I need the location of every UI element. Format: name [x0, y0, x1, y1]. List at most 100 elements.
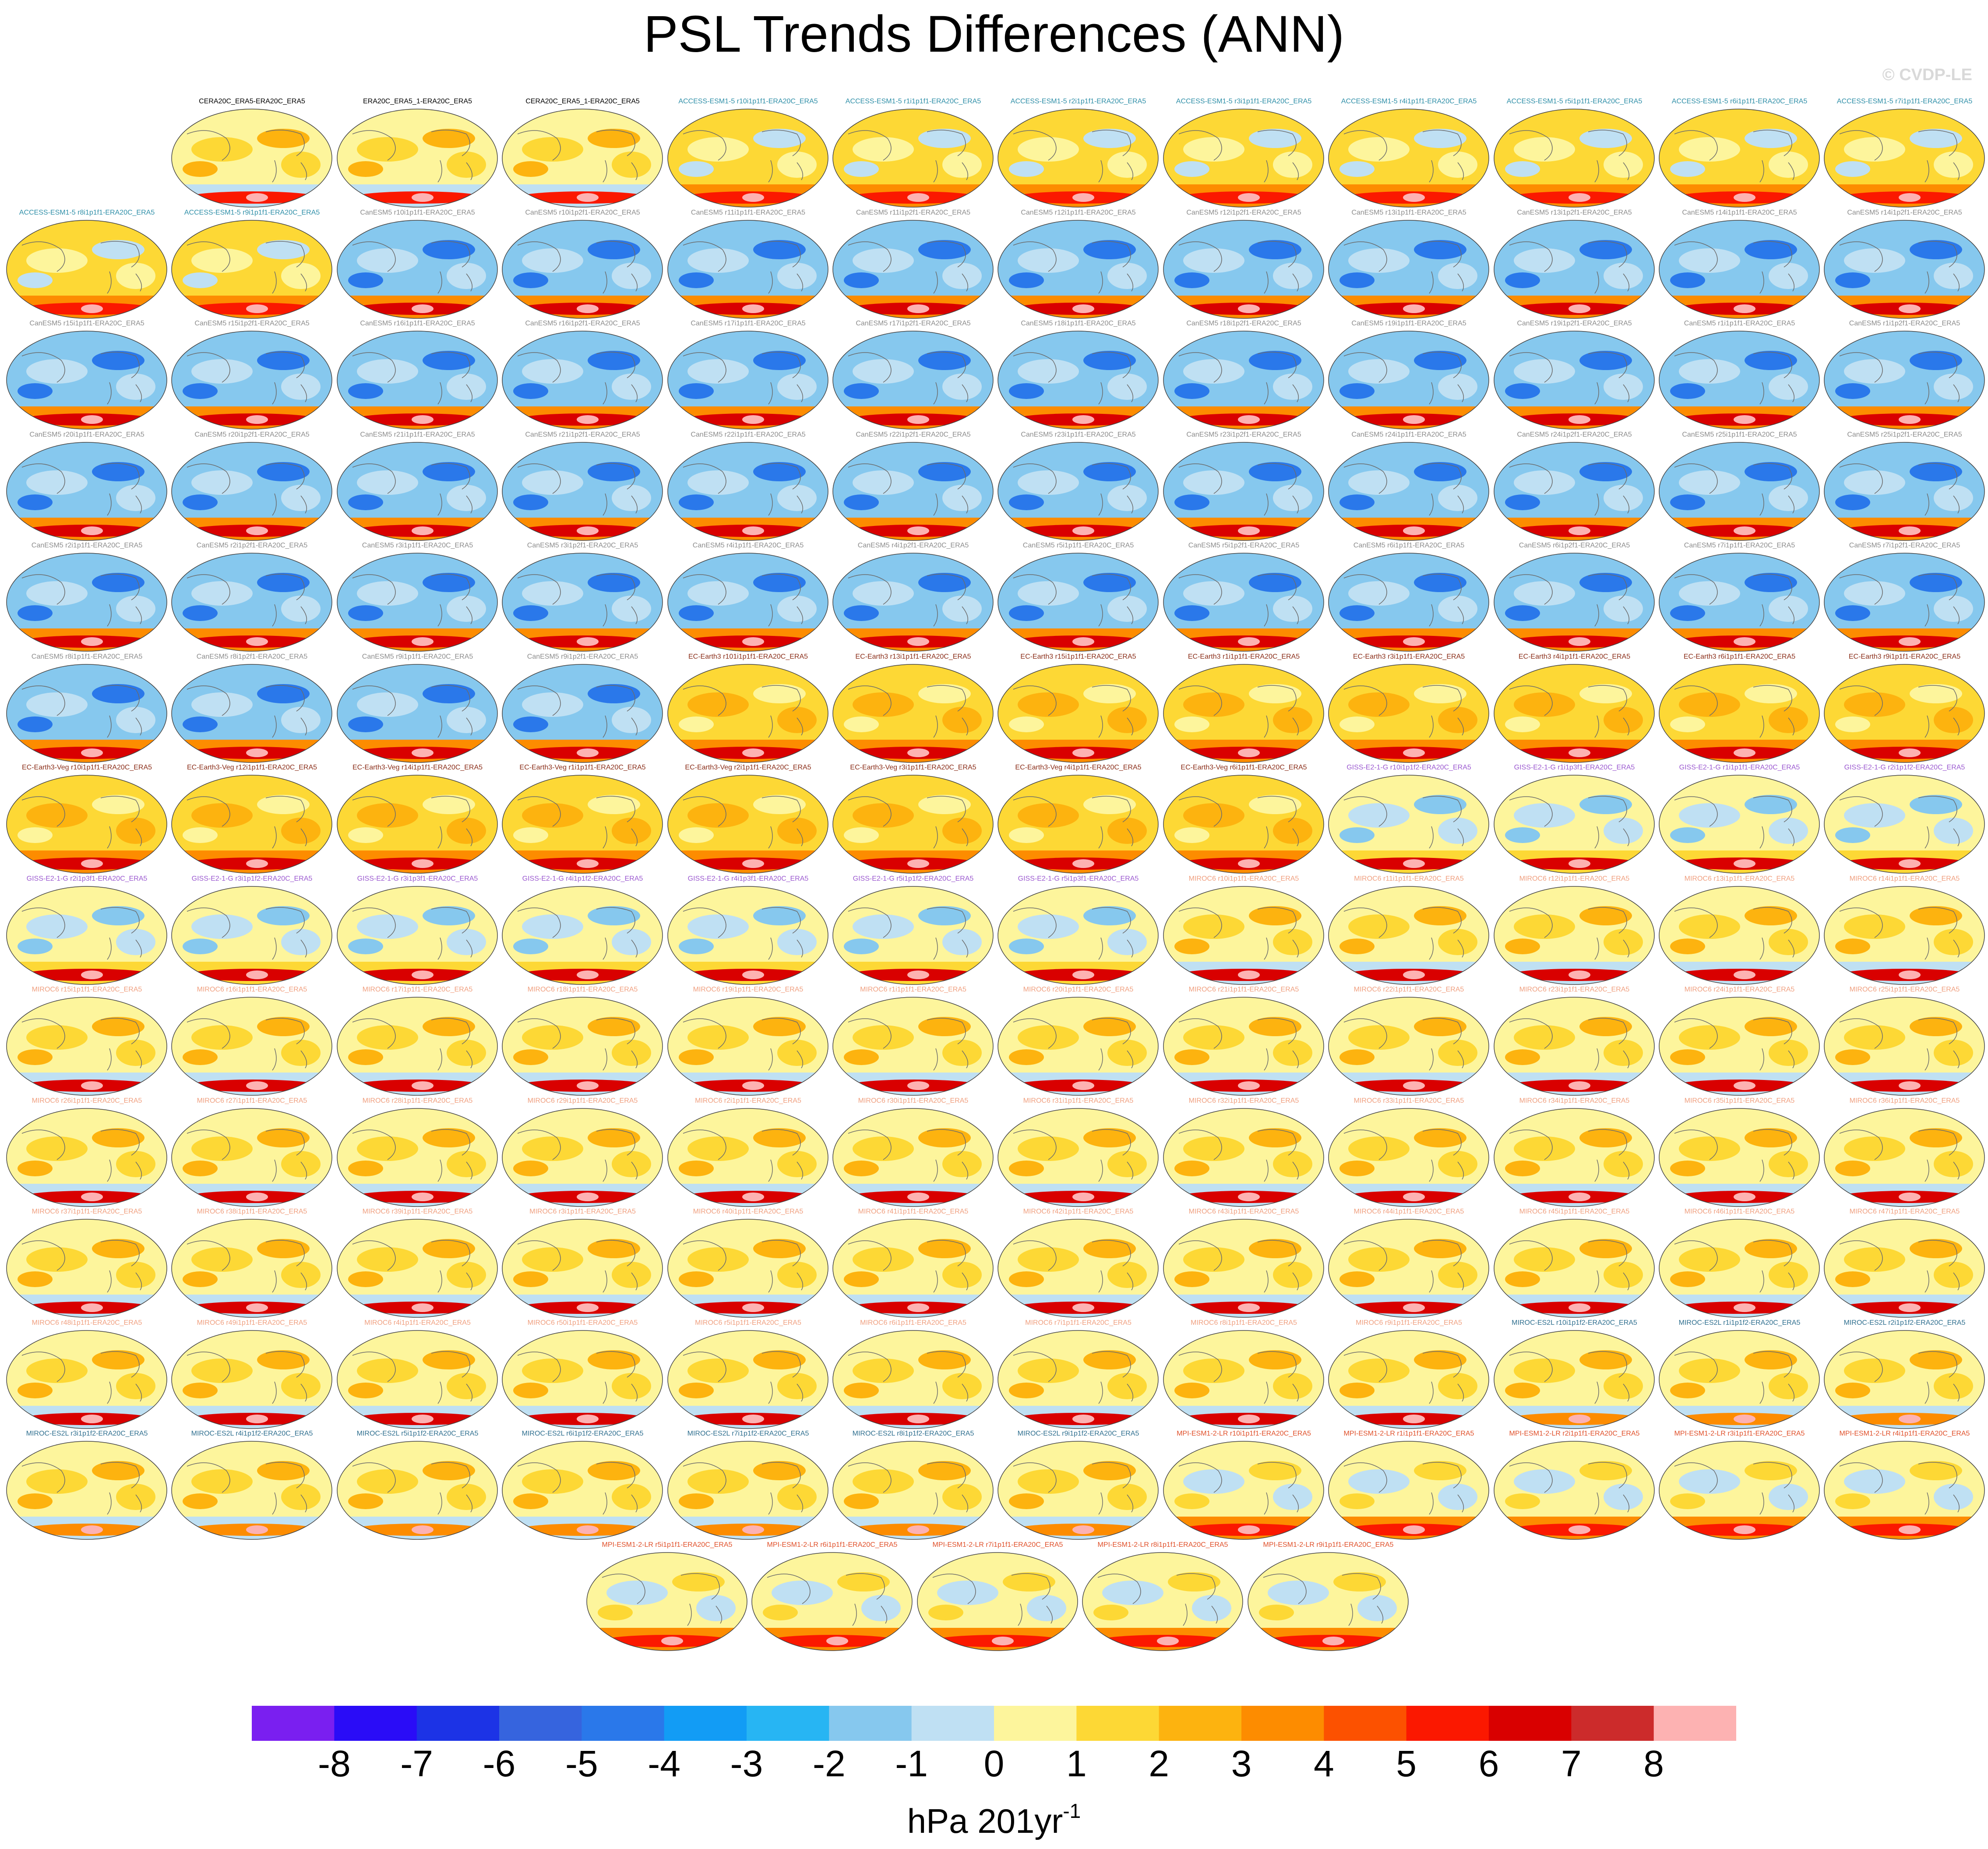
panel-label: CanESM5 r9i1p2f1-ERA20C_ERA5	[527, 653, 638, 660]
map-image	[998, 1219, 1159, 1318]
map-panel: GISS-E2-1-G r4i1p1f2-ERA20C_ERA5	[500, 875, 665, 986]
panel-label: EC-Earth3 r1i1p1f1-ERA20C_ERA5	[1188, 653, 1300, 660]
map-panel: MIROC-ES2L r3i1p1f2-ERA20C_ERA5	[4, 1429, 169, 1541]
colorbar-segment	[582, 1706, 665, 1741]
map-image	[1494, 1108, 1655, 1207]
colorbar-tick-label: 1	[1066, 1743, 1087, 1784]
map-image	[998, 664, 1159, 763]
map-image	[1824, 553, 1985, 652]
map-image	[832, 553, 994, 652]
panel-label: MIROC6 r49i1p1f1-ERA20C_ERA5	[197, 1319, 307, 1327]
map-panel: EC-Earth3-Veg r4i1p1f1-ERA20C_ERA5	[996, 763, 1161, 875]
map-image	[998, 220, 1159, 319]
map-image	[667, 1108, 828, 1207]
panel-label: MPI-ESM1-2-LR r8i1p1f1-ERA20C_ERA5	[1097, 1541, 1228, 1549]
map-panel: MIROC6 r6i1p1f1-ERA20C_ERA5	[831, 1319, 996, 1430]
map-image	[6, 1108, 167, 1207]
map-panel: MIROC6 r27i1p1f1-ERA20C_ERA5	[169, 1097, 335, 1208]
map-image	[6, 220, 167, 319]
panel-label: EC-Earth3-Veg r10i1p1f1-ERA20C_ERA5	[21, 764, 152, 771]
map-panel: CanESM5 r20i1p1f1-ERA20C_ERA5	[4, 430, 169, 542]
panel-label: MIROC-ES2L r1i1p1f2-ERA20C_ERA5	[1678, 1319, 1801, 1327]
map-panel: CanESM5 r7i1p2f1-ERA20C_ERA5	[1822, 541, 1987, 653]
panel-label: EC-Earth3-Veg r4i1p1f1-ERA20C_ERA5	[1015, 764, 1142, 771]
map-panel: CanESM5 r25i1p2f1-ERA20C_ERA5	[1822, 430, 1987, 542]
panel-label: GISS-E2-1-G r10i1p1f2-ERA20C_ERA5	[1346, 764, 1471, 771]
colorbar-tick-label: 4	[1313, 1743, 1334, 1784]
map-image	[1494, 1330, 1655, 1429]
map-image	[1659, 1108, 1820, 1207]
panel-label: CanESM5 r22i1p1f1-ERA20C_ERA5	[691, 431, 806, 438]
map-panel: EC-Earth3 r101i1p1f1-ERA20C_ERA5	[666, 653, 831, 764]
panel-label: CanESM5 r15i1p2f1-ERA20C_ERA5	[194, 320, 310, 327]
map-panel: MIROC6 r11i1p1f1-ERA20C_ERA5	[1326, 875, 1491, 986]
panel-label: MIROC6 r14i1p1f1-ERA20C_ERA5	[1849, 875, 1960, 882]
map-image	[667, 1219, 828, 1318]
panel-label: MPI-ESM1-2-LR r3i1p1f1-ERA20C_ERA5	[1674, 1430, 1805, 1437]
map-panel: MIROC6 r16i1p1f1-ERA20C_ERA5	[169, 985, 335, 1097]
map-image	[998, 775, 1159, 874]
map-panel: EC-Earth3-Veg r1i1p1f1-ERA20C_ERA5	[500, 763, 665, 875]
map-panel: CanESM5 r25i1p1f1-ERA20C_ERA5	[1657, 430, 1822, 542]
panel-label: MIROC6 r7i1p1f1-ERA20C_ERA5	[1025, 1319, 1131, 1327]
map-image	[1163, 1330, 1324, 1429]
panel-label: MIROC6 r36i1p1f1-ERA20C_ERA5	[1849, 1097, 1960, 1104]
panel-label: ACCESS-ESM1-5 r8i1p1f1-ERA20C_ERA5	[19, 209, 155, 216]
map-image	[1659, 664, 1820, 763]
map-panel: EC-Earth3-Veg r14i1p1f1-ERA20C_ERA5	[335, 763, 500, 875]
map-panel: MIROC6 r13i1p1f1-ERA20C_ERA5	[1657, 875, 1822, 986]
panel-label: CanESM5 r20i1p2f1-ERA20C_ERA5	[194, 431, 310, 438]
map-image	[6, 442, 167, 541]
map-panel: EC-Earth3-Veg r10i1p1f1-ERA20C_ERA5	[4, 763, 169, 875]
map-image	[998, 997, 1159, 1096]
panel-label: MIROC6 r15i1p1f1-ERA20C_ERA5	[32, 986, 142, 993]
map-panel: MIROC6 r8i1p1f1-ERA20C_ERA5	[1161, 1319, 1326, 1430]
panel-label: CanESM5 r2i1p2f1-ERA20C_ERA5	[196, 542, 308, 549]
map-panel: MIROC6 r18i1p1f1-ERA20C_ERA5	[500, 985, 665, 1097]
panel-label: CanESM5 r4i1p1f1-ERA20C_ERA5	[692, 542, 804, 549]
units-prefix: hPa 201yr	[907, 1802, 1063, 1840]
map-panel: CERA20C_ERA5_1-ERA20C_ERA5	[500, 97, 665, 209]
panel-label: MIROC6 r1i1p1f1-ERA20C_ERA5	[860, 986, 966, 993]
panel-label: MPI-ESM1-2-LR r10i1p1f1-ERA20C_ERA5	[1177, 1430, 1311, 1437]
panel-label: ACCESS-ESM1-5 r7i1p1f1-ERA20C_ERA5	[1836, 98, 1973, 105]
map-image	[832, 664, 994, 763]
map-image	[832, 442, 994, 541]
panel-label: MIROC6 r41i1p1f1-ERA20C_ERA5	[858, 1208, 969, 1215]
panel-label: CanESM5 r5i1p1f1-ERA20C_ERA5	[1022, 542, 1134, 549]
map-image	[1824, 775, 1985, 874]
panel-label: CanESM5 r7i1p2f1-ERA20C_ERA5	[1849, 542, 1960, 549]
colorbar-units-label: hPa 201yr-1	[0, 1799, 1988, 1841]
map-image	[1659, 220, 1820, 319]
colorbar-tick-label: 3	[1231, 1743, 1252, 1784]
panel-label: MIROC6 r47i1p1f1-ERA20C_ERA5	[1849, 1208, 1960, 1215]
panel-label: CanESM5 r23i1p2f1-ERA20C_ERA5	[1186, 431, 1301, 438]
colorbar-segment	[829, 1706, 912, 1741]
map-image	[1328, 331, 1489, 430]
map-panel: CanESM5 r10i1p2f1-ERA20C_ERA5	[500, 208, 665, 320]
map-panel: CanESM5 r8i1p1f1-ERA20C_ERA5	[4, 653, 169, 764]
panel-label: MIROC6 r33i1p1f1-ERA20C_ERA5	[1354, 1097, 1464, 1104]
colorbar-segment	[499, 1706, 582, 1741]
map-image	[667, 442, 828, 541]
panel-label: CERA20C_ERA5_1-ERA20C_ERA5	[525, 98, 640, 105]
map-image	[1659, 109, 1820, 208]
map-panel: MPI-ESM1-2-LR r5i1p1f1-ERA20C_ERA5	[585, 1541, 750, 1652]
panel-label: MIROC6 r2i1p1f1-ERA20C_ERA5	[695, 1097, 801, 1104]
map-image	[1163, 775, 1324, 874]
map-panel: MIROC6 r21i1p1f1-ERA20C_ERA5	[1161, 985, 1326, 1097]
map-image	[502, 664, 663, 763]
panel-label: CanESM5 r3i1p1f1-ERA20C_ERA5	[362, 542, 473, 549]
panel-label: MIROC6 r25i1p1f1-ERA20C_ERA5	[1849, 986, 1960, 993]
units-exponent: -1	[1063, 1800, 1081, 1822]
panel-label: MIROC6 r12i1p1f1-ERA20C_ERA5	[1519, 875, 1630, 882]
map-image	[1328, 220, 1489, 319]
map-panel: MIROC6 r5i1p1f1-ERA20C_ERA5	[666, 1319, 831, 1430]
map-image	[1163, 331, 1324, 430]
map-image	[1494, 775, 1655, 874]
colorbar-segment	[1241, 1706, 1324, 1741]
map-panel: MPI-ESM1-2-LR r4i1p1f1-ERA20C_ERA5	[1822, 1429, 1987, 1541]
map-image	[1163, 997, 1324, 1096]
map-image	[171, 775, 332, 874]
panel-label: CanESM5 r14i1p2f1-ERA20C_ERA5	[1847, 209, 1962, 216]
